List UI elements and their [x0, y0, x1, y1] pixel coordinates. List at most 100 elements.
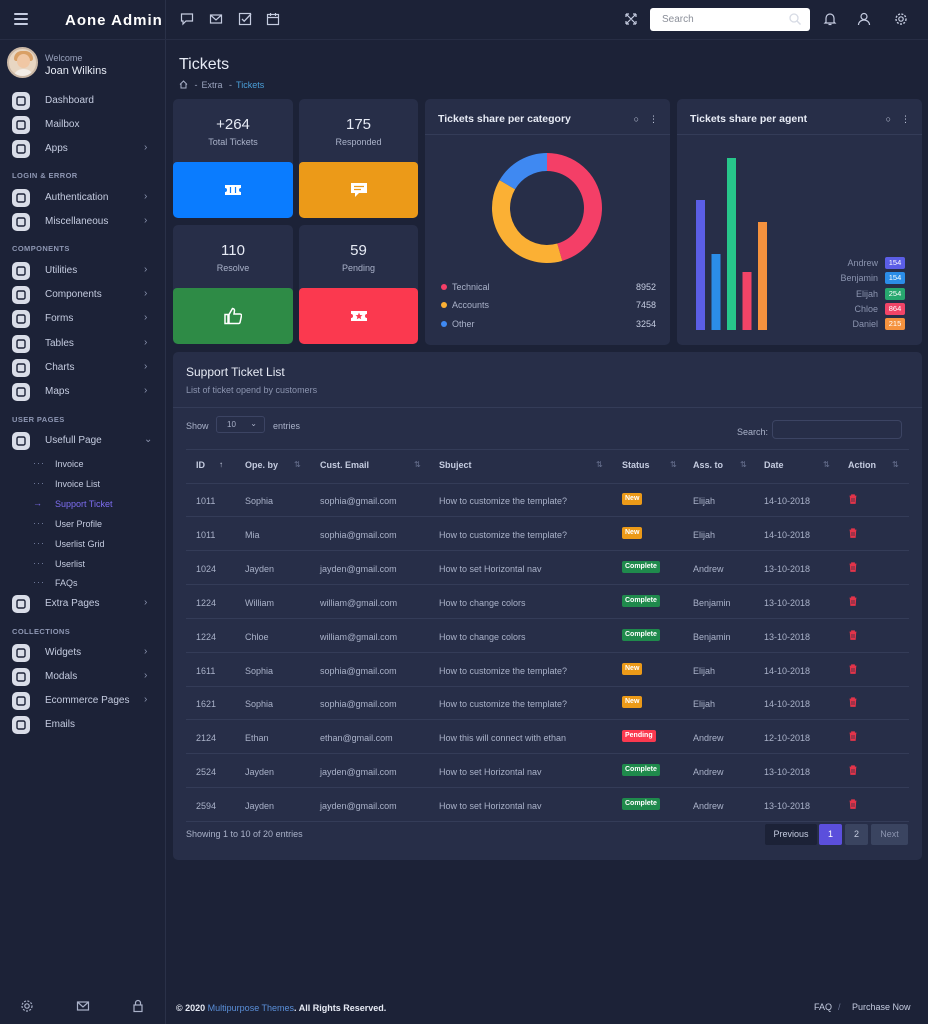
- ticket-tile[interactable]: [173, 162, 293, 218]
- bar-benjamin[interactable]: [711, 254, 721, 330]
- sidebar-item-ecommerce-pages[interactable]: Ecommerce Pages ›: [0, 690, 166, 712]
- column-header-ass-to[interactable]: Ass. to: [693, 460, 724, 470]
- table-row[interactable]: 1224 Chloe william@gmail.com How to change …: [186, 619, 909, 653]
- table-row[interactable]: 2594 Jayden jayden@gmail.com How to set Hor…: [186, 788, 909, 823]
- sidebar-item-tables[interactable]: Tables ›: [0, 333, 166, 355]
- trash-icon[interactable]: [849, 596, 859, 607]
- column-header-date[interactable]: Date: [764, 460, 784, 470]
- sub-item-userlist[interactable]: ··· Userlist: [0, 555, 166, 573]
- sidebar-item-miscellaneous[interactable]: Miscellaneous ›: [0, 211, 166, 233]
- table-row[interactable]: 1011 Sophia sophia@gmail.com How to customi…: [186, 483, 909, 517]
- sub-item-user-profile[interactable]: ··· User Profile: [0, 515, 166, 533]
- page-size-select[interactable]: 10 ⌄: [216, 416, 265, 433]
- bar-andrew[interactable]: [696, 200, 705, 330]
- checkbox-icon[interactable]: [238, 12, 252, 26]
- thumbs-up-tile[interactable]: [173, 288, 293, 344]
- sub-item-faqs[interactable]: ··· FAQs: [0, 574, 166, 592]
- column-header-ope-by[interactable]: Ope. by: [245, 460, 279, 470]
- table-row[interactable]: 1621 Sophia sophia@gmail.com How to customi…: [186, 686, 909, 721]
- sidebar-item-utilities[interactable]: Utilities ›: [0, 260, 166, 282]
- sidebar-item-usefull-page[interactable]: Usefull Page ⌄: [0, 430, 166, 452]
- avatar[interactable]: [7, 47, 38, 78]
- trash-icon[interactable]: [849, 697, 859, 708]
- sub-item-support-ticket[interactable]: → Support Ticket: [0, 495, 166, 513]
- page-button-1[interactable]: 1: [819, 824, 842, 845]
- table-row[interactable]: 1224 William william@gmail.com How to chang…: [186, 585, 909, 619]
- table-row[interactable]: 2124 Ethan ethan@gmail.com How this will co…: [186, 720, 909, 755]
- breadcrumb-item-extra[interactable]: Extra: [201, 80, 223, 90]
- bar-elijah[interactable]: [727, 158, 736, 330]
- trash-icon[interactable]: [849, 629, 859, 641]
- sidebar-item-extra-pages[interactable]: Extra Pages ›: [0, 593, 166, 615]
- column-header-sbuject[interactable]: Sbuject: [439, 460, 472, 470]
- sub-item-userlist-grid[interactable]: ··· Userlist Grid: [0, 535, 166, 553]
- previous-button[interactable]: Previous: [765, 824, 817, 845]
- mail-icon[interactable]: [76, 999, 90, 1013]
- table-row[interactable]: 2524 Jayden jayden@gmail.com How to set Hor…: [186, 754, 909, 789]
- trash-icon[interactable]: [849, 663, 859, 675]
- trash-icon[interactable]: [849, 494, 859, 505]
- donut-slice-technical[interactable]: [547, 153, 602, 261]
- sub-item-invoice[interactable]: ··· Invoice: [0, 455, 166, 473]
- bell-icon[interactable]: [823, 12, 837, 26]
- next-button[interactable]: Next: [871, 824, 908, 845]
- column-header-status[interactable]: Status: [622, 460, 650, 470]
- sort-icon[interactable]: ⇅: [740, 460, 747, 469]
- table-search-input[interactable]: [772, 420, 902, 439]
- sidebar-item-authentication[interactable]: Authentication ›: [0, 187, 166, 209]
- menu-toggle-icon[interactable]: [14, 13, 28, 25]
- bar-chloe[interactable]: [742, 272, 752, 330]
- sort-icon[interactable]: ⇅: [892, 460, 899, 469]
- column-header-cust-email[interactable]: Cust. Email: [320, 460, 370, 470]
- page-button-2[interactable]: 2: [845, 824, 868, 845]
- sidebar-item-charts[interactable]: Charts ›: [0, 357, 166, 379]
- faq-link[interactable]: FAQ: [814, 1002, 833, 1012]
- bar-daniel[interactable]: [758, 222, 767, 330]
- donut-slice-accounts[interactable]: [492, 180, 563, 263]
- refresh-icon[interactable]: ○: [885, 114, 891, 124]
- sidebar-item-mailbox[interactable]: Mailbox: [0, 114, 166, 136]
- trash-icon[interactable]: [849, 562, 859, 573]
- message-tile[interactable]: [299, 162, 418, 218]
- sort-asc-icon[interactable]: ↑: [219, 460, 223, 469]
- sidebar-item-modals[interactable]: Modals ›: [0, 666, 166, 688]
- sidebar-item-apps[interactable]: Apps ›: [0, 138, 166, 160]
- more-icon[interactable]: ⋮: [649, 114, 658, 124]
- table-row[interactable]: 1611 Sophia sophia@gmail.com How to customi…: [186, 653, 909, 687]
- brand-link[interactable]: Multipurpose Themes: [207, 1003, 295, 1013]
- table-row[interactable]: 1011 Mia sophia@gmail.com How to customize …: [186, 517, 909, 551]
- trash-icon[interactable]: [849, 799, 859, 810]
- refresh-icon[interactable]: ○: [633, 114, 639, 124]
- sidebar-item-forms[interactable]: Forms ›: [0, 308, 166, 330]
- sidebar-item-emails[interactable]: Emails: [0, 714, 166, 736]
- sort-icon[interactable]: ⇅: [670, 460, 677, 469]
- trash-icon[interactable]: [849, 731, 859, 742]
- sidebar-item-maps[interactable]: Maps ›: [0, 381, 166, 403]
- table-row[interactable]: 1024 Jayden jayden@gmail.com How to set Hor…: [186, 551, 909, 585]
- mail-icon[interactable]: [209, 12, 223, 26]
- user-icon[interactable]: [857, 12, 871, 26]
- sidebar-item-dashboard[interactable]: Dashboard: [0, 90, 166, 112]
- purchase-link[interactable]: Purchase Now: [852, 1002, 911, 1012]
- settings-icon[interactable]: [20, 999, 34, 1013]
- settings-icon[interactable]: [894, 12, 908, 26]
- sub-item-invoice-list[interactable]: ··· Invoice List: [0, 475, 166, 493]
- lock-icon[interactable]: [131, 999, 145, 1013]
- calendar-icon[interactable]: [266, 12, 280, 26]
- sidebar-item-widgets[interactable]: Widgets ›: [0, 642, 166, 664]
- fullscreen-icon[interactable]: [624, 12, 638, 26]
- sort-icon[interactable]: ⇅: [596, 460, 603, 469]
- donut-slice-other[interactable]: [499, 153, 547, 190]
- search-icon[interactable]: [788, 12, 802, 26]
- sidebar-item-components[interactable]: Components ›: [0, 284, 166, 306]
- chat-icon[interactable]: [180, 12, 194, 26]
- trash-icon[interactable]: [849, 765, 859, 776]
- column-header-id[interactable]: ID: [196, 460, 205, 470]
- search-input[interactable]: [650, 8, 790, 31]
- column-header-action[interactable]: Action: [848, 460, 876, 470]
- sort-icon[interactable]: ⇅: [414, 460, 421, 469]
- home-icon[interactable]: [179, 80, 188, 89]
- sort-icon[interactable]: ⇅: [823, 460, 830, 469]
- sort-icon[interactable]: ⇅: [294, 460, 301, 469]
- more-icon[interactable]: ⋮: [901, 114, 910, 124]
